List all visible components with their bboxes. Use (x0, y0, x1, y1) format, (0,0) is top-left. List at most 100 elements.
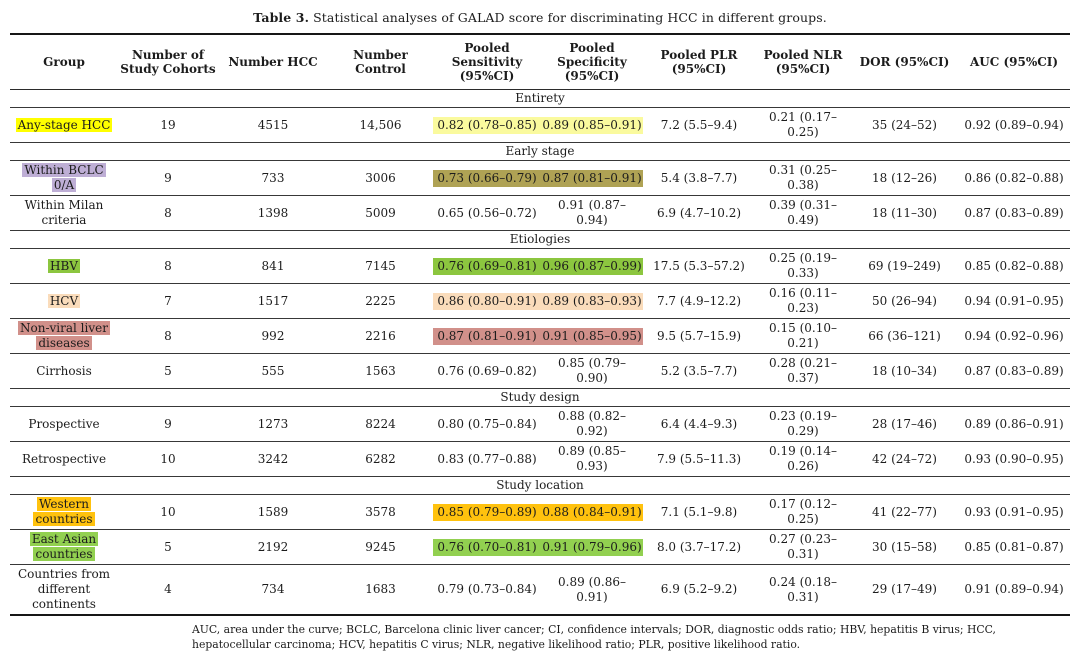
cell-number-hcc: 992 (218, 318, 328, 355)
cell-dor: 28 (17–46) (851, 406, 958, 443)
cell-study-cohorts: 9 (118, 406, 218, 443)
cell-pooled-specificity: 0.91 (0.85–0.95) (541, 318, 643, 355)
cell-group: Prospective (10, 406, 118, 443)
table-caption-label: Table 3. (253, 10, 310, 25)
section-row: Study location (10, 476, 1070, 496)
table-row: Within Milan criteria 8 1398 5009 0.65 (0.56… (10, 195, 1070, 232)
cell-auc: 0.93 (0.90–0.95) (958, 441, 1070, 478)
cell-pooled-specificity: 0.91 (0.79–0.96) (541, 529, 643, 566)
cell-auc: 0.85 (0.81–0.87) (958, 529, 1070, 566)
table-row: Cirrhosis 5 555 1563 0.76 (0.69–0.82) 0.85 (0… (10, 353, 1070, 390)
cell-group: Western countries (10, 494, 118, 531)
cell-group: Retrospective (10, 441, 118, 478)
cell-pooled-nlr: 0.28 (0.21–0.37) (755, 353, 851, 390)
cell-pooled-sensitivity: 0.65 (0.56–0.72) (433, 195, 541, 232)
cell-pooled-specificity: 0.85 (0.79–0.90) (541, 353, 643, 390)
table-row: Within BCLC 0/A 9 733 3006 0.73 (0.66–0.79) 0… (10, 160, 1070, 197)
col-header-dor: DOR (95%CI) (851, 34, 958, 91)
cell-number-control: 1563 (328, 353, 433, 390)
cell-auc: 0.87 (0.83–0.89) (958, 353, 1070, 390)
highlight-band: 0.86 (0.80–0.91) (433, 292, 541, 310)
cell-pooled-nlr: 0.39 (0.31–0.49) (755, 195, 851, 232)
cell-pooled-nlr: 0.19 (0.14–0.26) (755, 441, 851, 478)
cell-pooled-plr: 5.2 (3.5–7.7) (643, 353, 755, 390)
group-label: Prospective (28, 416, 100, 431)
cell-number-hcc: 733 (218, 160, 328, 197)
cell-study-cohorts: 9 (118, 160, 218, 197)
cell-dor: 18 (10–34) (851, 353, 958, 390)
cell-pooled-specificity: 0.96 (0.87–0.99) (541, 248, 643, 285)
cell-pooled-specificity: 0.88 (0.84–0.91) (541, 494, 643, 531)
table-row: Countries from different continents 4 734 1… (10, 565, 1070, 616)
cell-auc: 0.85 (0.82–0.88) (958, 248, 1070, 285)
cell-pooled-sensitivity: 0.80 (0.75–0.84) (433, 406, 541, 443)
section-row: Early stage (10, 142, 1070, 162)
cell-pooled-specificity: 0.88 (0.82–0.92) (541, 406, 643, 443)
highlight-band: 0.85 (0.79–0.89) (433, 503, 541, 521)
cell-study-cohorts: 4 (164, 582, 172, 597)
cell-pooled-plr: 6.9 (4.7–10.2) (643, 195, 755, 232)
section-row: Etiologies (10, 230, 1070, 250)
cell-group: Cirrhosis (10, 353, 118, 390)
cell-number-hcc: 4515 (218, 107, 328, 144)
section-row: Entirety (10, 89, 1070, 109)
highlight-band: 0.91 (0.79–0.96) (541, 538, 643, 556)
highlight-band: 0.82 (0.78–0.85) (433, 116, 541, 134)
cell-pooled-plr: 6.4 (4.4–9.3) (643, 406, 755, 443)
cell-auc: 0.94 (0.92–0.96) (958, 318, 1070, 355)
cell-group: Non-viral liver diseases (10, 318, 118, 355)
group-label: Non-viral liver diseases (18, 321, 110, 351)
cell-group: HBV (10, 248, 118, 285)
table-row: Any-stage HCC 19 4515 14,506 0.82 (0.78–0.85… (10, 107, 1070, 144)
cell-pooled-sensitivity: 0.85 (0.79–0.89) (433, 494, 541, 531)
cell-number-control: 6282 (328, 441, 433, 478)
highlight-band: 0.73 (0.66–0.79) (433, 169, 541, 187)
col-header-group: Group (10, 34, 118, 91)
cell-pooled-plr: 7.9 (5.5–11.3) (643, 441, 755, 478)
cell-group: Countries from different continents (10, 565, 118, 616)
cell-number-hcc: 3242 (218, 441, 328, 478)
cell-number-hcc: 2192 (218, 529, 328, 566)
cell-study-cohorts: 10 (118, 494, 218, 531)
cell-group: Within Milan criteria (10, 195, 118, 232)
group-label: HCV (47, 293, 81, 308)
cell-dor: 35 (24–52) (851, 107, 958, 144)
header-row: Group Number of Study Cohorts Number HCC… (10, 34, 1070, 91)
cell-pooled-plr: 17.5 (5.3–57.2) (643, 248, 755, 285)
group-label: Western countries (33, 497, 95, 527)
table-caption: Table 3. Statistical analyses of GALAD s… (10, 10, 1070, 25)
cell-pooled-sensitivity: 0.73 (0.66–0.79) (433, 160, 541, 197)
cell-pooled-sensitivity: 0.76 (0.70–0.81) (433, 529, 541, 566)
cell-dor: 50 (26–94) (851, 283, 958, 320)
cell-pooled-plr: 6.9 (5.2–9.2) (660, 582, 738, 597)
cell-pooled-plr: 9.5 (5.7–15.9) (643, 318, 755, 355)
highlight-band: 0.76 (0.69–0.81) (433, 257, 541, 275)
cell-study-cohorts: 19 (118, 107, 218, 144)
cell-study-cohorts: 5 (118, 529, 218, 566)
cell-number-control: 2225 (328, 283, 433, 320)
cell-group: Within BCLC 0/A (10, 160, 118, 197)
cell-dor: 69 (19–249) (851, 248, 958, 285)
cell-number-hcc: 1589 (218, 494, 328, 531)
cell-auc: 0.89 (0.86–0.91) (958, 406, 1070, 443)
group-label: Within Milan criteria (24, 198, 104, 228)
cell-pooled-nlr: 0.31 (0.25–0.38) (755, 160, 851, 197)
section-label: Study design (10, 388, 1070, 408)
section-label: Early stage (10, 142, 1070, 162)
table-row: Prospective 9 1273 8224 0.80 (0.75–0.84) 0.88… (10, 406, 1070, 443)
cell-dor: 66 (36–121) (851, 318, 958, 355)
cell-pooled-plr: 7.1 (5.1–9.8) (643, 494, 755, 531)
col-header-pooled-plr: Pooled PLR (95%CI) (643, 34, 755, 91)
highlight-band: 0.91 (0.85–0.95) (541, 327, 643, 345)
cell-number-hcc: 1398 (218, 195, 328, 232)
cell-pooled-plr: 7.2 (5.5–9.4) (643, 107, 755, 144)
cell-pooled-nlr: 0.23 (0.19–0.29) (755, 406, 851, 443)
cell-auc: 0.93 (0.91–0.95) (958, 494, 1070, 531)
col-header-pooled-sensitivity: Pooled Sensitivity (95%CI) (433, 34, 541, 91)
cell-study-cohorts: 7 (118, 283, 218, 320)
cell-pooled-plr: 8.0 (3.7–17.2) (643, 529, 755, 566)
highlight-band: 0.88 (0.84–0.91) (541, 503, 643, 521)
table-body: Entirety Any-stage HCC 19 4515 14,506 0.82 (0… (10, 89, 1070, 616)
cell-dor: 18 (11–30) (851, 195, 958, 232)
cell-pooled-sensitivity: 0.87 (0.81–0.91) (433, 318, 541, 355)
